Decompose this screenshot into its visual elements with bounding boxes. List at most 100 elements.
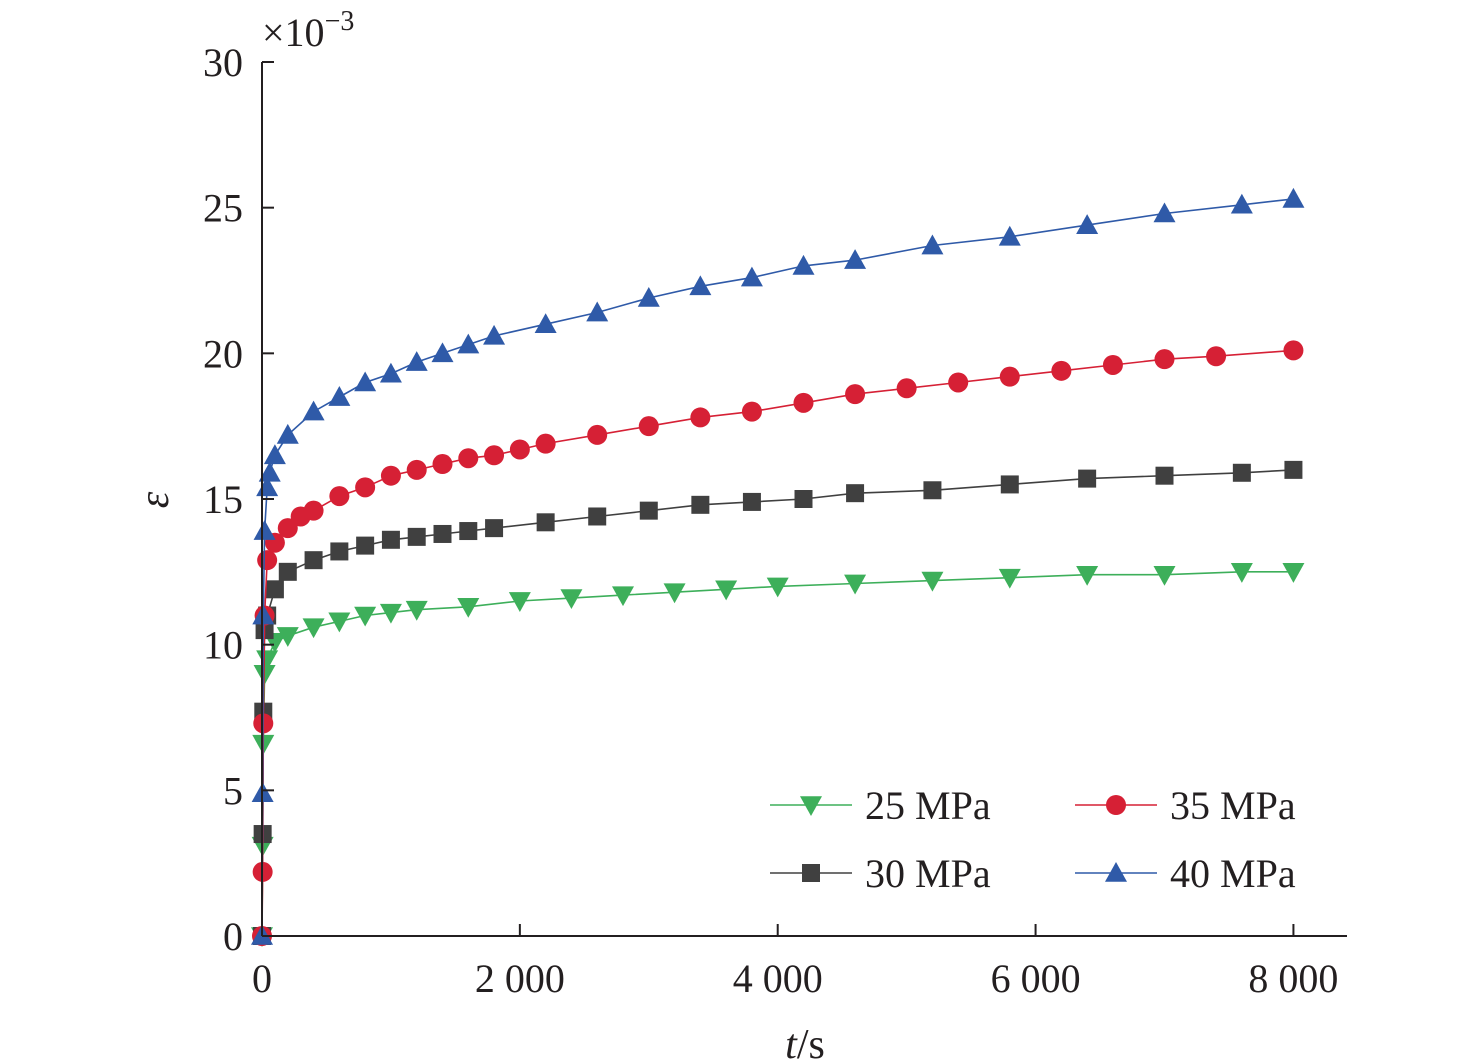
data-point bbox=[844, 249, 867, 269]
data-point bbox=[923, 481, 942, 500]
data-point bbox=[1230, 193, 1253, 214]
data-point bbox=[535, 433, 556, 454]
data-point bbox=[637, 286, 660, 307]
y-multiplier-exp: −3 bbox=[325, 6, 355, 37]
series-40-mpa bbox=[251, 187, 1305, 945]
data-point bbox=[258, 461, 281, 482]
series-line bbox=[261, 571, 1294, 937]
data-point bbox=[278, 562, 297, 581]
x-tick-label: 6 000 bbox=[991, 956, 1081, 1001]
data-point bbox=[534, 313, 557, 333]
data-point bbox=[1284, 460, 1303, 479]
data-point bbox=[457, 333, 480, 354]
x-tick-label: 0 bbox=[252, 956, 272, 1001]
legend-item: 40 MPa bbox=[1075, 851, 1296, 896]
x-tick-label: 4 000 bbox=[733, 956, 823, 1001]
data-point bbox=[663, 583, 686, 604]
data-point bbox=[457, 597, 480, 618]
data-point bbox=[257, 550, 278, 571]
data-point bbox=[1051, 360, 1072, 381]
y-tick-label: 15 bbox=[203, 477, 243, 522]
data-point bbox=[536, 513, 555, 532]
data-point bbox=[691, 495, 710, 514]
data-point bbox=[431, 342, 454, 363]
legend-swatch-marker bbox=[802, 864, 820, 882]
y-multiplier: ×10−3 bbox=[262, 6, 354, 55]
y-multiplier-base: ×10 bbox=[262, 10, 325, 55]
data-point bbox=[639, 501, 658, 520]
data-point bbox=[302, 400, 325, 421]
data-point bbox=[263, 444, 286, 465]
legend-item: 30 MPa bbox=[770, 851, 991, 896]
series-35-mpa bbox=[252, 340, 1304, 946]
x-tick-label: 2 000 bbox=[475, 956, 565, 1001]
data-point bbox=[276, 423, 299, 444]
data-point bbox=[740, 266, 763, 287]
data-point bbox=[1076, 214, 1099, 234]
data-point bbox=[741, 401, 762, 422]
data-point bbox=[433, 524, 452, 543]
data-point bbox=[508, 592, 531, 612]
data-point bbox=[1153, 202, 1176, 223]
data-point bbox=[921, 571, 944, 592]
legend: 25 MPa 30 MPa 35 MPa 40 MPa bbox=[770, 783, 1296, 896]
data-point bbox=[407, 527, 426, 546]
data-point bbox=[1283, 340, 1304, 361]
y-axis-title: ε bbox=[132, 491, 178, 508]
data-point bbox=[689, 275, 712, 296]
series-line bbox=[261, 349, 1294, 937]
series-layer bbox=[251, 187, 1305, 947]
legend-item: 35 MPa bbox=[1075, 783, 1296, 828]
data-point bbox=[354, 371, 377, 392]
data-point bbox=[1232, 463, 1251, 482]
data-point bbox=[276, 627, 299, 647]
legend-swatch-marker bbox=[1105, 862, 1127, 882]
legend-label: 35 MPa bbox=[1170, 783, 1296, 828]
data-point bbox=[794, 490, 813, 508]
data-point bbox=[793, 392, 814, 413]
y-tick-label: 10 bbox=[203, 623, 243, 668]
data-point bbox=[998, 568, 1021, 589]
data-point bbox=[432, 454, 453, 475]
data-point bbox=[560, 589, 583, 610]
data-point bbox=[484, 445, 505, 466]
ticks: 0 5 10 15 20 25 30 0 2 000 4 000 6 000 8 000 bbox=[203, 40, 1338, 1001]
data-point bbox=[690, 407, 711, 428]
y-tick-label: 0 bbox=[223, 914, 243, 959]
legend-swatch-marker bbox=[1106, 795, 1126, 815]
data-point bbox=[845, 384, 866, 405]
data-point bbox=[405, 600, 428, 621]
y-tick-label: 30 bbox=[203, 40, 243, 85]
data-point bbox=[792, 254, 815, 275]
data-point bbox=[1230, 563, 1253, 583]
data-point bbox=[896, 378, 917, 399]
data-point bbox=[586, 301, 609, 322]
x-axis-title-unit: /s bbox=[797, 1022, 825, 1063]
data-point bbox=[356, 536, 375, 555]
data-point bbox=[328, 612, 351, 633]
data-point bbox=[302, 618, 325, 639]
data-point bbox=[405, 351, 428, 371]
data-point bbox=[252, 604, 275, 625]
data-point bbox=[1206, 346, 1227, 367]
data-point bbox=[844, 574, 867, 595]
data-point bbox=[1102, 354, 1123, 375]
data-point bbox=[253, 520, 276, 540]
data-point bbox=[381, 530, 400, 549]
data-point bbox=[948, 372, 969, 393]
data-point bbox=[766, 577, 789, 598]
data-point bbox=[1078, 469, 1097, 488]
series-line bbox=[261, 469, 1294, 937]
data-point bbox=[354, 606, 377, 627]
data-point bbox=[406, 459, 427, 480]
data-point bbox=[265, 580, 284, 599]
legend-item: 25 MPa bbox=[770, 783, 991, 828]
data-point bbox=[483, 324, 506, 345]
data-point bbox=[458, 448, 479, 469]
data-point bbox=[304, 551, 323, 570]
data-point bbox=[1282, 563, 1305, 583]
series-25-mpa bbox=[251, 563, 1305, 947]
data-point bbox=[303, 500, 324, 521]
series-line bbox=[261, 198, 1294, 937]
